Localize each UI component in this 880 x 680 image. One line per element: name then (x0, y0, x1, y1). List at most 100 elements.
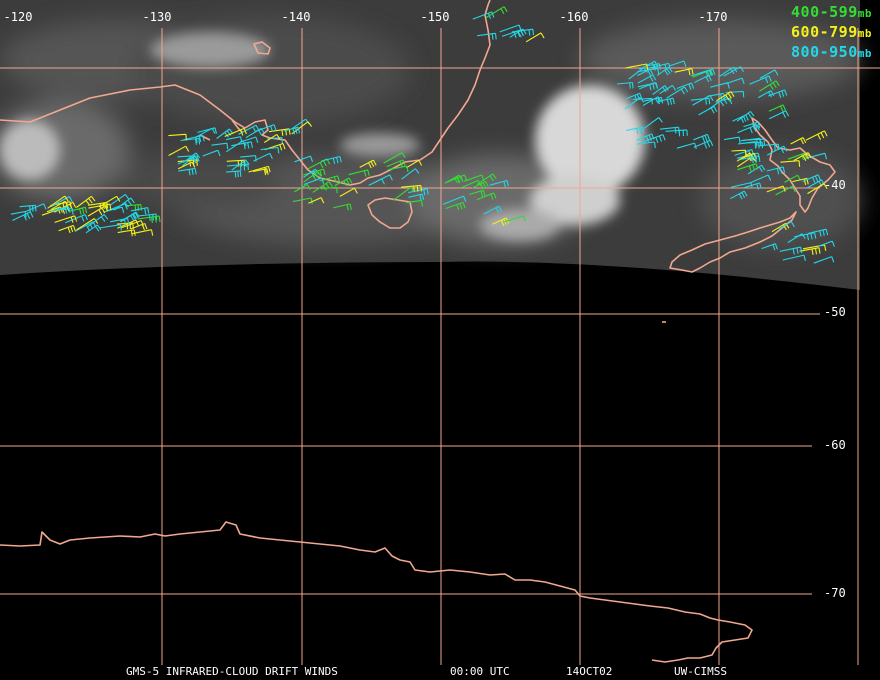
wind-barb (177, 161, 196, 170)
wind-barb (202, 149, 221, 157)
wind-barb (469, 189, 486, 197)
wind-barb (405, 159, 423, 169)
wind-barb (805, 152, 828, 160)
wind-barb (226, 170, 242, 178)
wind-barb (766, 145, 788, 156)
wind-barb (117, 229, 136, 237)
longitude-label: -140 (281, 10, 311, 24)
wind-barb (738, 152, 758, 162)
wind-barb (476, 173, 497, 186)
latitude-label: -60 (824, 438, 846, 452)
wind-barb (231, 141, 253, 150)
wind-barb (130, 222, 148, 231)
wind-barb (731, 149, 747, 157)
wind-barb (637, 68, 654, 76)
wind-barb (283, 126, 301, 135)
wind-barb (408, 193, 425, 201)
wind-barb (743, 121, 761, 130)
wind-barb (294, 155, 314, 163)
longitude-label: -130 (142, 10, 172, 24)
wind-barb (690, 97, 711, 105)
wind-barb (339, 187, 358, 197)
longitude-label: -150 (420, 10, 450, 24)
wind-barb (19, 204, 37, 212)
wind-barb (137, 213, 158, 221)
legend-unit: mb (857, 27, 872, 40)
wind-barb (109, 193, 130, 207)
wind-barb (807, 183, 828, 195)
wind-barb (50, 200, 69, 211)
wind-barb (368, 178, 385, 186)
wind-barb (359, 159, 377, 169)
wind-barb (715, 97, 733, 105)
wind-barb (626, 126, 645, 135)
wind-barb (308, 197, 325, 204)
wind-barb (303, 171, 322, 183)
wind-barb (87, 214, 109, 228)
wind-barb (119, 212, 139, 222)
wind-barb (643, 117, 663, 129)
wind-barb (659, 126, 680, 134)
antarctica-coastline (0, 521, 753, 663)
wind-barb (168, 145, 190, 156)
satellite-imagery (0, 0, 860, 290)
wind-barb (303, 168, 326, 177)
legend-range: 400-599 (791, 3, 858, 21)
wind-barb (652, 85, 669, 96)
wind-barb (625, 92, 643, 102)
wind-barb (761, 243, 778, 251)
wind-barb (710, 82, 730, 89)
wind-barb (47, 195, 69, 209)
wind-barb (74, 221, 97, 232)
wind-barb (766, 185, 786, 193)
wind-barb (645, 63, 661, 71)
wind-barb (489, 179, 510, 188)
wind-barb (734, 148, 755, 158)
wind-barb (138, 215, 161, 223)
wind-barb (168, 133, 187, 141)
wind-barb (260, 146, 280, 154)
wind-barb (725, 90, 745, 98)
legend-unit: mb (857, 7, 872, 20)
wind-barb (177, 159, 198, 167)
wind-barb (483, 205, 503, 215)
wind-barb (732, 114, 749, 123)
wind-barb (182, 152, 201, 164)
wind-barb (676, 82, 695, 90)
wind-barb (805, 130, 828, 141)
wind-barb (124, 203, 142, 212)
wind-barb (406, 199, 424, 207)
wind-barb (253, 152, 273, 162)
wind-barb (442, 195, 467, 205)
caption-source: UW-CIMSS (674, 665, 727, 678)
legend-range: 800-950 (791, 43, 858, 61)
wind-barb (737, 124, 760, 134)
wind-barb (693, 139, 714, 149)
wind-barb (766, 166, 786, 175)
wind-barb (666, 86, 689, 99)
wind-barb (808, 228, 829, 237)
wind-barb (674, 68, 694, 76)
wind-barb (624, 97, 645, 110)
wind-barb (504, 215, 527, 223)
longitude-label: -120 (3, 10, 33, 24)
wind-barb (225, 136, 243, 143)
wind-barb (657, 97, 675, 106)
wind-barb (759, 69, 779, 79)
wind-barb (197, 127, 218, 134)
wind-barb (726, 77, 745, 85)
wind-barb (386, 159, 406, 168)
wind-barb (321, 186, 338, 194)
wind-barb (723, 136, 741, 144)
wind-barb (694, 74, 712, 83)
wind-barb (782, 254, 806, 262)
wind-barb (69, 206, 88, 215)
wind-barb (383, 152, 406, 164)
wind-barb (240, 136, 259, 143)
wind-barb (485, 6, 508, 18)
caption-product: GMS-5 INFRARED-CLOUD DRIFT WINDS (126, 665, 338, 678)
wind-barb (227, 163, 249, 171)
legend-item-600-799: 600-799mb (791, 23, 872, 43)
wind-barb (312, 181, 333, 193)
